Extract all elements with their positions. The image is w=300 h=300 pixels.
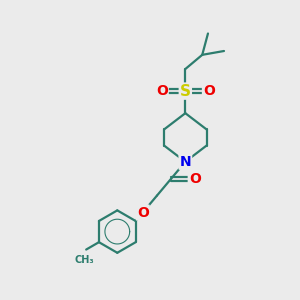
Text: O: O <box>203 84 215 98</box>
Text: O: O <box>189 172 201 186</box>
Text: CH₃: CH₃ <box>75 255 94 265</box>
Text: O: O <box>137 206 149 220</box>
Text: S: S <box>180 84 191 99</box>
Text: O: O <box>156 84 168 98</box>
Text: N: N <box>179 155 191 169</box>
